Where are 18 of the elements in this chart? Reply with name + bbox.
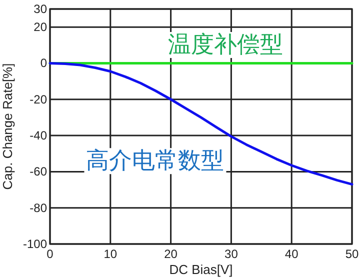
y-tick-label: -80 (30, 200, 48, 215)
x-tick-label: 30 (224, 247, 238, 261)
line-series (48, 62, 354, 186)
y-tick-label: 20 (34, 20, 48, 34)
x-tick-label: 20 (164, 247, 178, 261)
series-label: 高介电常数型 (86, 148, 224, 174)
x-tick-label: 40 (284, 247, 299, 261)
y-tick-label: -100 (22, 237, 48, 251)
x-tick-label: 50 (345, 247, 359, 261)
y-axis-title: Cap. Change Rate[%] (0, 63, 15, 190)
x-tick-label: 10 (104, 247, 118, 261)
x-axis-title: DC Bias[V] (169, 262, 233, 277)
y-tick-label: -40 (30, 128, 48, 143)
y-tick-label: -60 (30, 164, 48, 179)
y-tick-label: 0 (40, 56, 48, 70)
series-label: 温度补偿型 (168, 32, 283, 58)
y-tick-label: -20 (30, 92, 48, 106)
y-tick-label: 30 (34, 2, 48, 16)
